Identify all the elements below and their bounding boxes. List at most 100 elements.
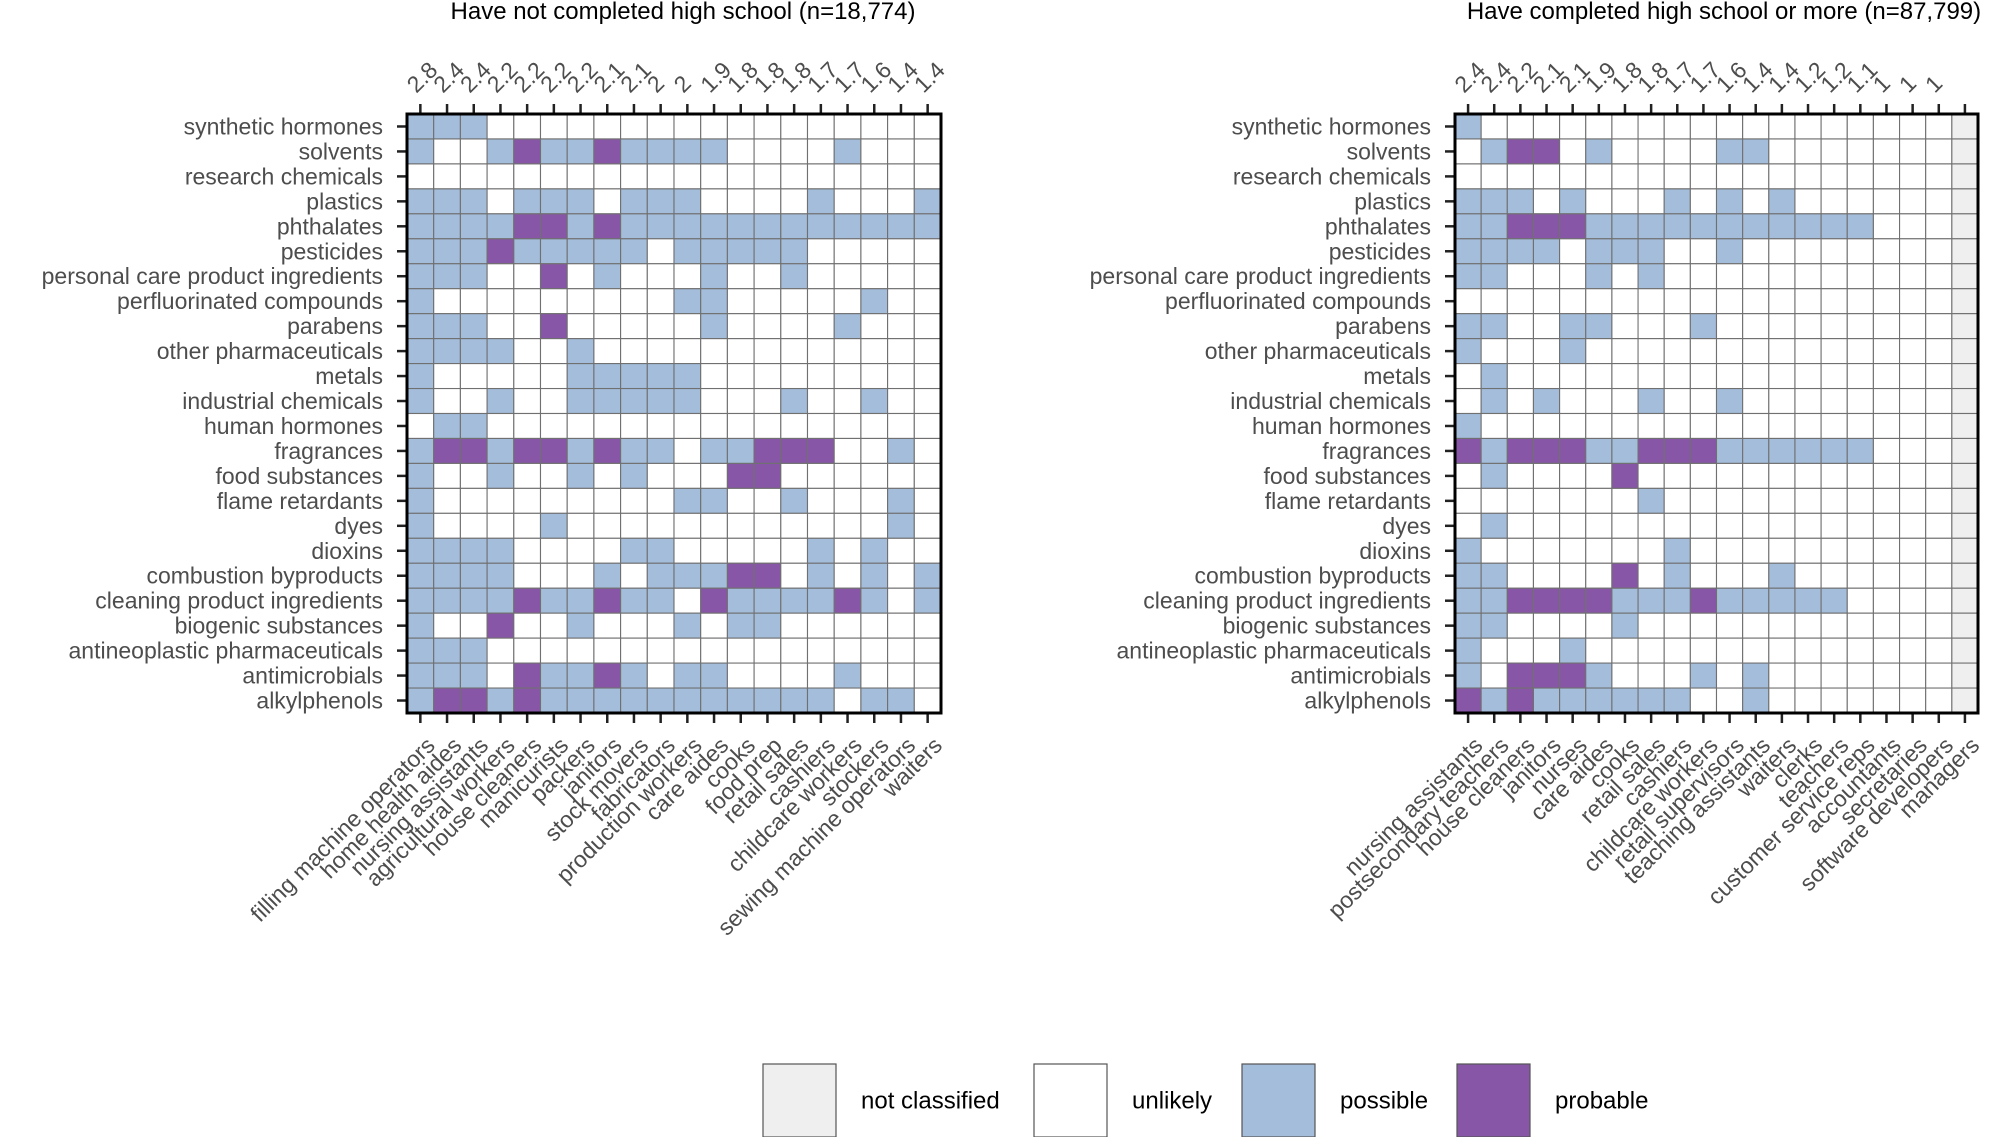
cell-combustion-byproducts-filling-machine-operators	[406, 562, 435, 589]
cell-solvents-clerks	[1794, 138, 1822, 165]
cell-plastics-managers	[1951, 188, 1979, 215]
cell-dioxins-janitors	[1532, 537, 1561, 564]
cell-plastics-customer-service-reps	[1846, 188, 1874, 215]
cell-alkylphenols-cashiers	[806, 687, 835, 714]
cell-biogenic-substances-sewing-machine-operators	[887, 612, 915, 639]
cell-industrial-chemicals-production-workers	[673, 387, 702, 415]
row-label-dioxins: dioxins	[311, 538, 383, 564]
cell-food-substances-stockers	[860, 462, 889, 489]
cell-flame-retardants-secretaries	[1899, 487, 1927, 514]
cell-solvents-secretaries	[1899, 138, 1927, 165]
cell-synthetic-hormones-house-cleaners	[513, 113, 542, 140]
cell-human-hormones-teachers	[1820, 412, 1848, 440]
cell-flame-retardants-cooks	[1611, 487, 1639, 514]
cell-pesticides-software-developers	[1925, 238, 1953, 265]
cell-pesticides-postsecondary-teachers	[1480, 238, 1508, 265]
cell-industrial-chemicals-packers	[566, 387, 595, 415]
cell-combustion-byproducts-retail-supervisors	[1715, 562, 1744, 589]
cell-other-pharmaceuticals-packers	[566, 338, 595, 365]
cell-research-chemicals-manicurists	[539, 163, 568, 190]
cell-metals-production-workers	[673, 363, 702, 390]
cell-perfluorinated-compounds-nurses	[1559, 288, 1587, 315]
cell-flame-retardants-house-cleaners	[513, 487, 542, 514]
row-label-phthalates: phthalates	[1325, 213, 1431, 239]
cell-pesticides-home-health-aides	[433, 238, 461, 265]
cell-synthetic-hormones-janitors	[593, 113, 622, 140]
cell-biogenic-substances-managers	[1951, 612, 1979, 639]
cell-phthalates-retail-sales	[780, 213, 809, 240]
cell-perfluorinated-compounds-packers	[566, 288, 595, 315]
cell-antineoplastic-pharmaceuticals-stockers	[860, 637, 889, 664]
cell-research-chemicals-clerks	[1794, 163, 1822, 190]
cell-human-hormones-house-cleaners	[1506, 412, 1535, 440]
cell-other-pharmaceuticals-food-prep	[753, 338, 782, 365]
cell-industrial-chemicals-software-developers	[1925, 387, 1953, 415]
cell-human-hormones-home-health-aides	[433, 412, 461, 440]
cell-dioxins-customer-service-reps	[1846, 537, 1874, 564]
cell-food-substances-cashiers	[806, 462, 835, 489]
cell-combustion-byproducts-childcare-workers	[833, 562, 862, 589]
cell-other-pharmaceuticals-care-aides	[700, 338, 728, 365]
cell-human-hormones-fabricators	[646, 412, 675, 440]
cell-parabens-retail-sales	[780, 313, 809, 340]
cell-fragrances-waiters	[1768, 437, 1796, 464]
cell-synthetic-hormones-care-aides	[700, 113, 728, 140]
cell-fragrances-retail-sales	[780, 437, 809, 464]
cell-biogenic-substances-nursing-assistants	[1454, 612, 1482, 639]
cell-fragrances-cooks	[726, 437, 755, 464]
cell-parabens-managers	[1951, 313, 1979, 340]
cell-synthetic-hormones-cooks	[1611, 113, 1639, 140]
cell-human-hormones-food-prep	[753, 412, 782, 440]
cell-synthetic-hormones-childcare-workers	[833, 113, 862, 140]
cell-parabens-waiters	[913, 313, 942, 340]
cell-flame-retardants-agricultural-workers	[486, 487, 515, 514]
cell-dioxins-software-developers	[1925, 537, 1953, 564]
cell-perfluorinated-compounds-retail-sales	[1637, 288, 1665, 315]
cell-personal-care-product-ingredients-childcare-workers	[1689, 263, 1718, 290]
cell-fragrances-food-prep	[753, 437, 782, 464]
cell-flame-retardants-cashiers	[1663, 487, 1691, 514]
cell-flame-retardants-postsecondary-teachers	[1480, 487, 1508, 514]
cell-pesticides-retail-sales	[780, 238, 809, 265]
cell-industrial-chemicals-food-prep	[753, 387, 782, 415]
cell-phthalates-stockers	[860, 213, 889, 240]
cell-parabens-care-aides	[700, 313, 728, 340]
cell-perfluorinated-compounds-software-developers	[1925, 288, 1953, 315]
cell-biogenic-substances-care-aides	[700, 612, 728, 639]
cell-dyes-home-health-aides	[433, 512, 461, 539]
cell-other-pharmaceuticals-house-cleaners	[513, 338, 542, 365]
top-value-label: 1	[1894, 70, 1921, 97]
cell-perfluorinated-compounds-house-cleaners	[513, 288, 542, 315]
cell-biogenic-substances-cashiers	[806, 612, 835, 639]
cell-dyes-manicurists	[539, 512, 568, 539]
cell-flame-retardants-customer-service-reps	[1846, 487, 1874, 514]
cell-combustion-byproducts-waiters	[1768, 562, 1796, 589]
cell-plastics-home-health-aides	[433, 188, 461, 215]
cell-food-substances-accountants	[1872, 462, 1901, 489]
cell-solvents-agricultural-workers	[486, 138, 515, 165]
cell-synthetic-hormones-clerks	[1794, 113, 1822, 140]
cell-solvents-cooks	[726, 138, 755, 165]
cell-dioxins-childcare-workers	[833, 537, 862, 564]
cell-pesticides-cooks	[726, 238, 755, 265]
cell-dyes-stockers	[860, 512, 889, 539]
cell-biogenic-substances-childcare-workers	[1689, 612, 1718, 639]
cell-biogenic-substances-stock-movers	[620, 612, 648, 639]
cell-phthalates-teaching-assistants	[1742, 213, 1770, 240]
cell-other-pharmaceuticals-janitors	[593, 338, 622, 365]
cell-antimicrobials-retail-supervisors	[1715, 662, 1744, 689]
cell-alkylphenols-stock-movers	[620, 687, 648, 714]
cell-phthalates-waiters	[913, 213, 942, 240]
cell-human-hormones-care-aides	[1585, 412, 1613, 440]
cell-other-pharmaceuticals-agricultural-workers	[486, 338, 515, 365]
cell-personal-care-product-ingredients-teachers	[1820, 263, 1848, 290]
cell-dioxins-nursing-assistants	[459, 537, 488, 564]
cell-metals-care-aides	[1585, 363, 1613, 390]
cell-plastics-janitors	[593, 188, 622, 215]
cell-metals-childcare-workers	[833, 363, 862, 390]
cell-dioxins-waiters	[1768, 537, 1796, 564]
row-label-personal-care-product-ingredients: personal care product ingredients	[1090, 263, 1431, 289]
cell-flame-retardants-accountants	[1872, 487, 1901, 514]
cell-phthalates-secretaries	[1899, 213, 1927, 240]
cell-antimicrobials-cashiers	[1663, 662, 1691, 689]
